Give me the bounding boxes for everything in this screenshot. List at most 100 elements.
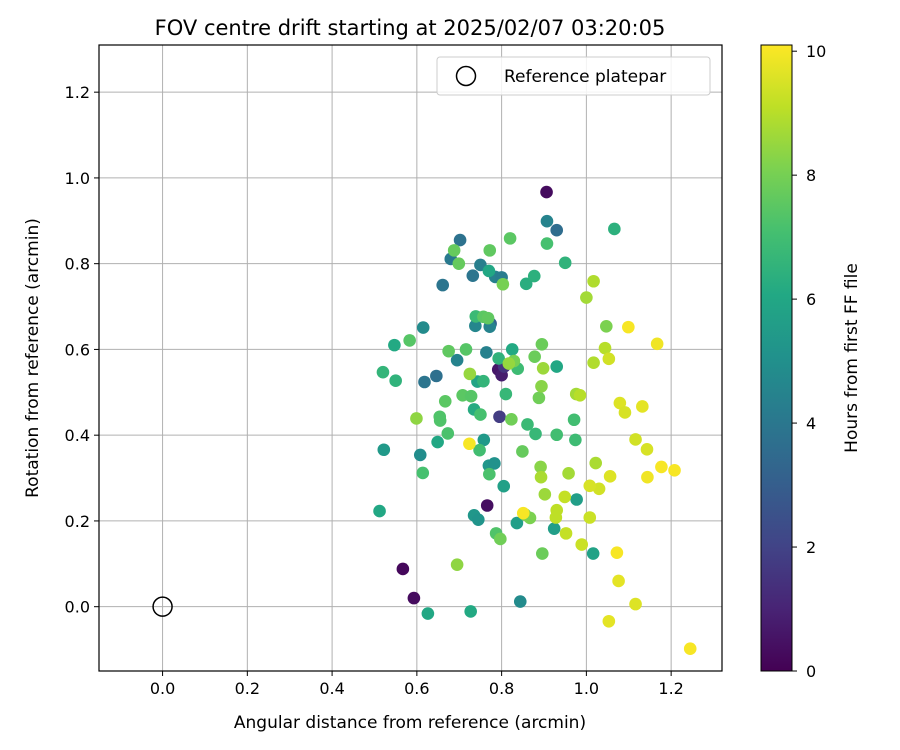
- data-point: [483, 244, 497, 257]
- data-point: [558, 490, 572, 504]
- data-point: [573, 389, 587, 402]
- data-point: [464, 605, 477, 618]
- legend: Reference platepar: [436, 56, 711, 96]
- data-point: [477, 374, 490, 388]
- data-point: [480, 346, 493, 359]
- data-point: [459, 343, 473, 356]
- data-point: [418, 375, 431, 389]
- colorbar-label: Hours from first FF file: [842, 263, 862, 453]
- data-point: [480, 499, 494, 512]
- data-point: [629, 597, 642, 611]
- data-point: [562, 467, 575, 480]
- data-point: [483, 467, 496, 481]
- data-point: [640, 443, 654, 456]
- y-tick-label: 0.0: [65, 598, 90, 617]
- data-point: [377, 443, 391, 457]
- data-point: [516, 445, 529, 458]
- data-point: [583, 479, 597, 493]
- data-point: [438, 395, 452, 408]
- data-point: [474, 408, 487, 421]
- data-point: [559, 527, 573, 540]
- data-point: [452, 257, 466, 270]
- data-point: [536, 547, 549, 560]
- data-points: [373, 185, 697, 656]
- data-point: [407, 591, 421, 605]
- y-axis-label: Rotation from reference (arcmin): [23, 218, 43, 498]
- data-point: [534, 470, 548, 484]
- legend-reference-marker: [455, 65, 477, 87]
- data-point: [550, 360, 564, 373]
- data-point: [499, 387, 513, 401]
- data-point: [431, 435, 444, 449]
- data-point: [529, 427, 542, 441]
- x-tick-label: 1.2: [658, 679, 683, 698]
- colorbar-tick-label: 0: [806, 662, 816, 681]
- plot-frame: [98, 44, 723, 672]
- x-tick-label: 0.0: [150, 679, 175, 698]
- data-point: [602, 614, 616, 628]
- data-point: [430, 369, 443, 383]
- data-point: [416, 466, 430, 480]
- data-point: [388, 338, 401, 352]
- data-point: [464, 389, 478, 403]
- y-tick-label: 1.0: [65, 169, 90, 188]
- data-point: [528, 350, 541, 364]
- reference-platepar-marker: [152, 596, 173, 617]
- colorbar: 0 2 4 6 8 10 Hours from first FF file: [760, 42, 862, 681]
- colorbar-tick-label: 8: [806, 166, 816, 185]
- data-point: [532, 391, 546, 405]
- data-point: [549, 511, 563, 524]
- y-tick-label: 0.8: [65, 255, 90, 274]
- data-point: [535, 379, 548, 393]
- data-point: [575, 538, 589, 551]
- x-tick-label: 0.4: [319, 679, 344, 698]
- data-point: [450, 353, 464, 367]
- data-point: [650, 337, 664, 351]
- data-point: [396, 562, 410, 576]
- data-point: [494, 532, 507, 546]
- reference-marker-group: [152, 596, 173, 617]
- data-point: [413, 448, 427, 462]
- data-point: [613, 396, 627, 410]
- data-point: [587, 274, 600, 288]
- data-point: [527, 269, 541, 283]
- data-point: [668, 464, 681, 477]
- data-point: [492, 352, 505, 365]
- data-point: [421, 607, 435, 620]
- data-point: [403, 334, 416, 347]
- data-point: [618, 406, 632, 419]
- data-point: [496, 277, 510, 291]
- data-point: [442, 344, 455, 358]
- colorbar-ticks: 0 2 4 6 8 10: [792, 42, 826, 681]
- data-point: [580, 291, 593, 304]
- data-point: [433, 410, 447, 424]
- y-tick-label: 0.2: [65, 512, 90, 531]
- data-point: [603, 470, 617, 483]
- data-point: [482, 264, 496, 278]
- data-point: [629, 433, 642, 446]
- x-tick-label: 0.8: [489, 679, 514, 698]
- data-point: [636, 400, 649, 413]
- data-point: [469, 319, 482, 333]
- data-point: [567, 413, 581, 427]
- grid-lines: [99, 45, 722, 671]
- data-point: [558, 256, 572, 270]
- data-point: [488, 457, 501, 470]
- data-point: [493, 410, 506, 424]
- data-point: [466, 269, 480, 282]
- data-point: [473, 443, 486, 457]
- colorbar-tick-label: 10: [806, 42, 826, 61]
- data-point: [410, 412, 423, 425]
- data-point: [641, 470, 654, 484]
- colorbar-gradient: [760, 44, 793, 672]
- legend-box: [436, 56, 711, 96]
- data-point: [463, 367, 477, 381]
- colorbar-tick-label: 2: [806, 538, 816, 557]
- data-point: [472, 513, 485, 526]
- data-point: [463, 437, 476, 451]
- data-point: [589, 456, 603, 470]
- data-point: [608, 222, 621, 236]
- data-point: [521, 418, 534, 431]
- data-point: [683, 642, 697, 656]
